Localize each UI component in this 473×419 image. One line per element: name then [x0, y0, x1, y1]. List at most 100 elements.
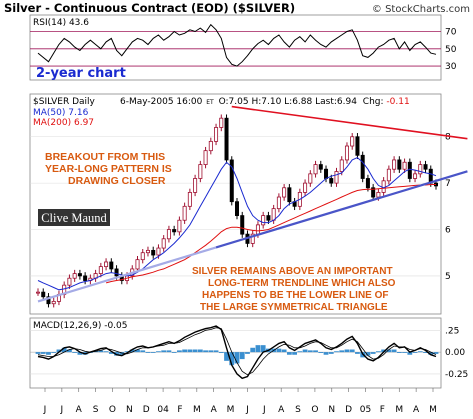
x-axis-tick-label: M — [395, 405, 403, 415]
price-bar — [334, 171, 339, 184]
macd-histogram-bar — [302, 349, 308, 353]
macd-histogram-bar — [417, 351, 423, 353]
x-axis-tick-label: S — [93, 405, 99, 415]
ma50-line — [37, 157, 437, 291]
price-bar — [250, 233, 255, 244]
macd-histogram-bar — [56, 349, 62, 353]
macd-histogram-bar — [255, 345, 261, 353]
price-tick-label: 6 — [445, 226, 451, 236]
ma200-line — [105, 184, 436, 284]
price-bar — [51, 301, 56, 305]
macd-histogram-bar — [433, 352, 439, 354]
signature-box — [38, 209, 110, 226]
price-bar — [214, 127, 219, 142]
price-bar — [219, 117, 224, 128]
price-bar — [77, 273, 82, 277]
price-bar — [240, 215, 245, 235]
macd-histogram-bar — [187, 349, 193, 353]
macd-histogram-bar — [203, 350, 208, 353]
x-axis-tick-label: S — [295, 405, 301, 415]
price-bar — [104, 261, 109, 268]
macd-histogram-bar — [103, 351, 109, 353]
macd-histogram-bar — [77, 352, 83, 355]
price-bar — [313, 164, 318, 175]
price-bar — [36, 291, 41, 294]
macd-histogram-bar — [355, 352, 360, 354]
annotation-breakout-line-3: DRAWING CLOSER — [68, 175, 166, 187]
price-tick-label: 5 — [445, 272, 451, 282]
macd-histogram-bar — [386, 349, 392, 353]
price-bar — [172, 229, 177, 233]
annotation-breakout: BREAKOUT FROM THIS YEAR-LONG PATTERN IS … — [45, 151, 175, 187]
x-axis-tick-labels: J J A S O N D 04 F M A M J J A S O N D 05 F M A M — [43, 388, 437, 415]
price-gridlines — [30, 136, 441, 277]
price-bar — [397, 159, 402, 170]
x-axis-tick-label: O — [109, 405, 116, 415]
price-chg-label: Chg: — [363, 97, 384, 107]
macd-histogram-bar — [108, 352, 114, 354]
price-bar — [72, 273, 77, 279]
macd-histogram-bar — [428, 352, 434, 355]
macd-histogram-bar — [234, 352, 240, 364]
macd-histogram-bar — [182, 349, 188, 353]
price-bar — [392, 159, 397, 170]
x-axis-tick-label: J — [245, 405, 249, 415]
price-bar — [46, 296, 51, 305]
price-bar — [203, 150, 208, 165]
price-bar — [318, 164, 323, 170]
price-bar — [413, 173, 418, 179]
price-bar — [344, 145, 349, 161]
price-bar — [423, 164, 428, 170]
price-header: 6-May-2005 16:00 ET O:7.05 H:7.10 L:6.88… — [120, 97, 410, 107]
macd-histogram-bar — [213, 350, 219, 353]
x-axis-tick-label: M — [429, 405, 437, 415]
price-bar — [229, 159, 234, 203]
macd-histogram-bar — [396, 352, 402, 353]
price-bar — [339, 159, 344, 172]
macd-histogram-bar — [402, 352, 407, 353]
price-bar — [193, 178, 198, 193]
lower-trendline-early — [37, 246, 217, 303]
x-axis-tick-label: A — [211, 405, 218, 415]
price-bar — [187, 192, 192, 207]
rsi-tick-labels: 30 50 70 — [445, 28, 457, 73]
x-axis-tick-label: A — [76, 405, 83, 415]
macd-histogram-bar — [156, 351, 161, 353]
macd-histogram-bar — [381, 349, 387, 353]
price-ohlc: O:7.05 H:7.10 L:6.88 Last:6.94 — [219, 97, 358, 107]
macd-histogram-bar — [375, 351, 381, 353]
macd-label: MACD(12,26,9) -0.05 — [33, 321, 128, 331]
x-axis-tick-label: A — [413, 405, 420, 415]
macd-histogram-bar — [40, 352, 46, 354]
x-axis-tick-label: J — [43, 405, 47, 415]
price-bar — [145, 249, 150, 254]
macd-histogram-bar — [176, 350, 182, 353]
macd-histogram-bar — [239, 352, 245, 360]
macd-tick-label: .25 — [445, 326, 459, 336]
price-bar — [360, 154, 365, 179]
price-bar — [261, 215, 266, 226]
price-bar — [365, 178, 370, 189]
x-axis-tick-label: F — [380, 405, 385, 415]
price-bar — [282, 187, 287, 198]
x-axis-tick-label: N — [126, 405, 133, 415]
upper-trendline — [231, 105, 468, 140]
price-bar — [407, 161, 412, 179]
macd-histogram-bar — [61, 347, 67, 353]
macd-histogram-bar — [224, 352, 229, 361]
annotation-breakout-line-1: BREAKOUT FROM THIS — [45, 151, 165, 163]
x-axis-tick-label: F — [177, 405, 182, 415]
x-axis-tick-label: A — [278, 405, 285, 415]
macd-histogram-bar — [171, 352, 177, 353]
macd-histogram-bar — [161, 350, 167, 353]
price-bar — [177, 219, 182, 233]
price-bar — [266, 215, 271, 221]
price-chg-value: -0.11 — [386, 97, 409, 107]
price-bar — [355, 136, 360, 156]
signature: Clive Maund — [41, 211, 107, 225]
price-bar — [98, 266, 103, 274]
macd-histogram-bar — [245, 352, 250, 354]
macd-histogram-bar — [51, 352, 57, 353]
price-bar — [350, 136, 355, 147]
macd-histogram-bar — [318, 352, 324, 353]
